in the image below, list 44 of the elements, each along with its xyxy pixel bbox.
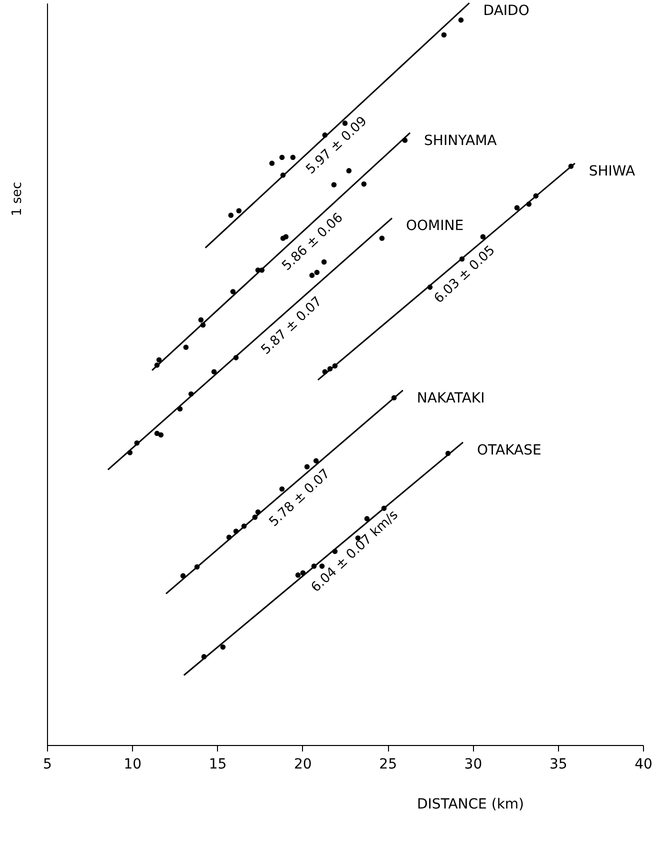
point bbox=[364, 516, 370, 522]
point bbox=[156, 357, 162, 363]
point bbox=[458, 17, 464, 23]
point bbox=[230, 288, 236, 294]
point bbox=[321, 259, 327, 265]
point bbox=[361, 181, 367, 187]
point bbox=[313, 458, 319, 464]
point bbox=[309, 272, 315, 278]
x-tick-label: 35 bbox=[549, 756, 568, 772]
point bbox=[220, 644, 226, 650]
point bbox=[269, 160, 275, 166]
point bbox=[211, 369, 217, 374]
x-tick-label: 20 bbox=[294, 756, 312, 772]
x-axis-title: DISTANCE (km) bbox=[416, 796, 524, 812]
x-tick-label: 30 bbox=[464, 756, 482, 772]
x-tick-label: 40 bbox=[634, 756, 652, 772]
series-label: SHINYAMA bbox=[424, 132, 498, 149]
point bbox=[480, 234, 486, 240]
point bbox=[346, 168, 352, 174]
point bbox=[379, 236, 385, 241]
point bbox=[236, 208, 242, 214]
point bbox=[279, 154, 285, 160]
x-tick-label: 25 bbox=[379, 756, 397, 772]
point bbox=[290, 154, 296, 160]
series-label: SHIWA bbox=[588, 163, 636, 180]
point bbox=[514, 205, 520, 210]
x-tick-label: 5 bbox=[43, 756, 52, 772]
text: 1 sec bbox=[10, 182, 25, 216]
series-label: NAKATAKI bbox=[416, 390, 485, 406]
point bbox=[228, 212, 234, 218]
series-label: OOMINE bbox=[406, 218, 464, 234]
point bbox=[198, 317, 204, 322]
point bbox=[283, 234, 289, 240]
point bbox=[331, 182, 337, 188]
x-tick-label: 10 bbox=[124, 756, 142, 772]
point bbox=[295, 572, 301, 578]
point bbox=[183, 344, 189, 350]
point bbox=[279, 486, 285, 492]
point bbox=[314, 270, 320, 275]
x-tick-label: 15 bbox=[208, 756, 227, 772]
series-label: DAIDO bbox=[483, 3, 530, 19]
point bbox=[441, 32, 447, 38]
point bbox=[158, 432, 164, 438]
series-label: OTAKASE bbox=[477, 442, 542, 458]
